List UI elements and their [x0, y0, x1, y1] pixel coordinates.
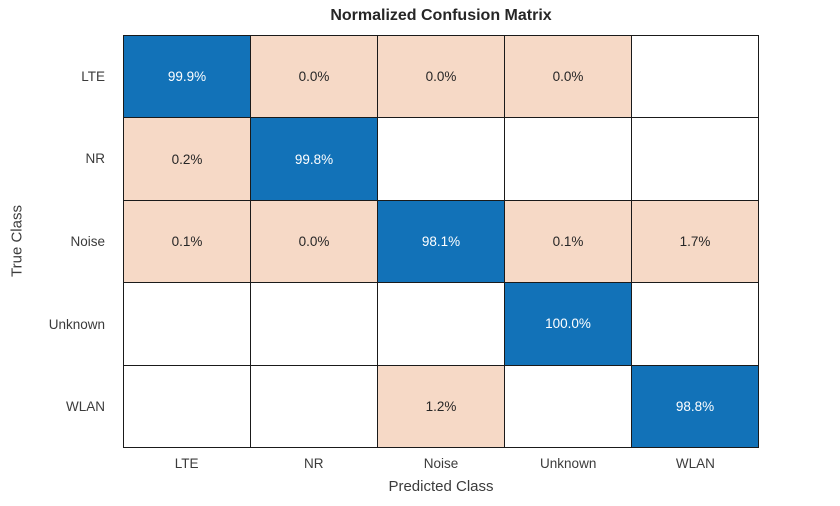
matrix-cell: 99.8% — [251, 118, 377, 200]
matrix-cell — [124, 283, 250, 365]
matrix-cell: 1.7% — [632, 200, 758, 283]
matrix-cell — [632, 118, 758, 200]
matrix-cell: 0.0% — [251, 200, 377, 283]
x-tick-labels: LTE NR Noise Unknown WLAN — [123, 453, 759, 473]
matrix-cell: 0.1% — [505, 200, 631, 283]
y-tick-labels: LTE NR Noise Unknown WLAN — [0, 35, 114, 448]
x-tick-label: NR — [304, 455, 324, 471]
matrix-cell: 0.0% — [378, 36, 504, 118]
y-tick-label: NR — [85, 151, 106, 167]
matrix-cell — [505, 365, 631, 447]
matrix-cell: 98.8% — [632, 365, 758, 447]
matrix-cell — [632, 283, 758, 365]
y-tick-label: WLAN — [65, 399, 105, 415]
matrix-cell: 0.1% — [124, 200, 250, 283]
x-axis-label: Predicted Class — [388, 478, 494, 495]
matrix-cell — [251, 283, 377, 365]
matrix-cell: 98.1% — [378, 200, 504, 283]
matrix-cell — [632, 36, 758, 118]
y-tick-label: LTE — [81, 68, 105, 84]
matrix-cell: 99.9% — [124, 36, 250, 118]
x-tick-label: Noise — [423, 455, 459, 471]
y-tick-label: Unknown — [48, 316, 105, 332]
matrix-cell — [378, 283, 504, 365]
matrix-cell: 0.0% — [251, 36, 377, 118]
matrix-cell: 0.2% — [124, 118, 250, 200]
matrix-cell: 1.2% — [378, 365, 504, 447]
matrix-cell — [124, 365, 250, 447]
x-tick-label: WLAN — [675, 455, 715, 471]
matrix-cell: 100.0% — [505, 283, 631, 365]
x-tick-label: LTE — [174, 455, 199, 471]
matrix-cell: 0.0% — [505, 36, 631, 118]
x-tick-label: Unknown — [540, 455, 597, 471]
matrix-cell — [251, 365, 377, 447]
matrix-cell — [505, 118, 631, 200]
y-tick-label: Noise — [70, 233, 105, 249]
matrix-cell — [378, 118, 504, 200]
matrix-grid: 99.9% 0.0% 0.0% 0.0% 0.2% 99.8% 0.1% 0.0% 98.1% 0… — [123, 35, 759, 448]
chart-title: Normalized Confusion Matrix — [330, 7, 552, 24]
